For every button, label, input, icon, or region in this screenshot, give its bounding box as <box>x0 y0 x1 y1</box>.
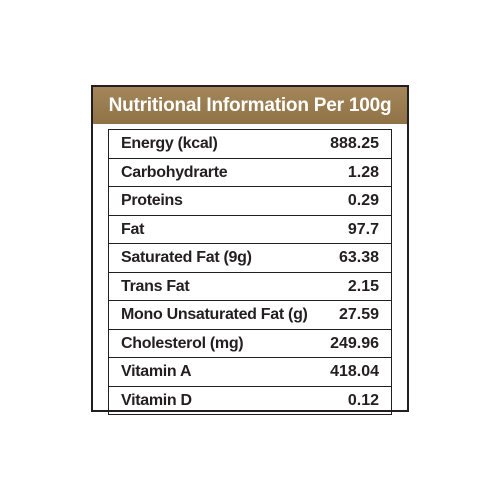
nutrient-name: Carbohydrarte <box>121 163 228 181</box>
nutrient-value: 888.25 <box>330 135 379 152</box>
nutrition-panel: Nutritional Information Per 100g Energy … <box>91 85 409 415</box>
nutrient-value: 1.28 <box>347 163 379 181</box>
table-row: Fat 97.7 <box>109 215 392 244</box>
table-row: Trans Fat 2.15 <box>109 272 392 301</box>
nutrient-value: 97.7 <box>347 220 379 238</box>
nutrient-name: Trans Fat <box>121 277 190 295</box>
nutrient-value: 27.59 <box>338 306 379 323</box>
nutrient-name: Mono Unsaturated Fat (g) <box>121 306 308 323</box>
table-row: Energy (kcal) 888.25 <box>109 130 392 159</box>
nutrition-table: Energy (kcal) 888.25 Carbohydrarte 1.28 … <box>108 129 392 415</box>
nutrient-name: Proteins <box>121 192 183 209</box>
nutrient-value: 0.29 <box>347 192 379 209</box>
nutrient-value: 418.04 <box>330 363 379 380</box>
table-row: Vitamin D 0.12 <box>109 386 392 415</box>
nutrient-name: Vitamin A <box>121 363 192 380</box>
table-row: Vitamin A 418.04 <box>109 358 392 387</box>
nutrient-name: Saturated Fat (9g) <box>121 249 252 266</box>
nutrient-value: 2.15 <box>347 277 379 295</box>
nutrient-name: Cholesterol (mg) <box>121 334 244 352</box>
table-row: Cholesterol (mg) 249.96 <box>109 329 392 358</box>
nutrient-name: Vitamin D <box>121 391 192 409</box>
panel-title: Nutritional Information Per 100g <box>93 87 407 124</box>
nutrient-value: 249.96 <box>330 334 379 352</box>
table-row: Mono Unsaturated Fat (g) 27.59 <box>109 301 392 330</box>
nutrient-name: Fat <box>121 220 145 238</box>
table-row: Carbohydrarte 1.28 <box>109 158 392 187</box>
nutrient-value: 63.38 <box>338 249 379 266</box>
nutrient-name: Energy (kcal) <box>121 135 218 152</box>
nutrient-value: 0.12 <box>347 391 379 409</box>
table-row: Proteins 0.29 <box>109 187 392 216</box>
table-row: Saturated Fat (9g) 63.38 <box>109 244 392 273</box>
